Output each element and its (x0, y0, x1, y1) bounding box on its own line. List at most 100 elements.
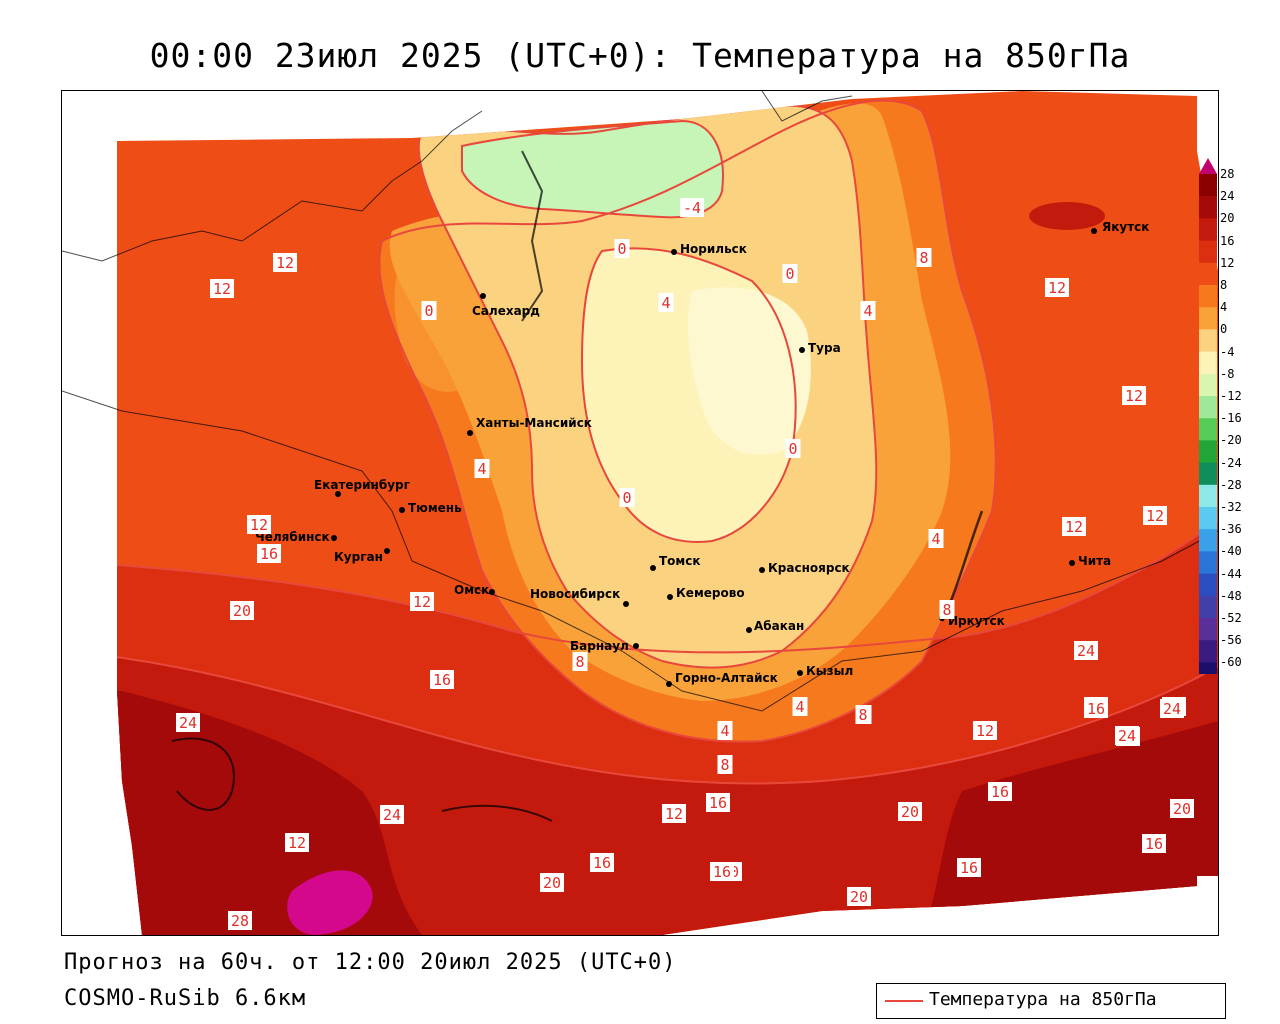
isotherm-label: 20 (1173, 800, 1191, 818)
isotherm-label: 12 (1065, 518, 1083, 536)
isotherm-label-box (210, 279, 234, 298)
colorbar-swatch (1199, 462, 1217, 486)
city-label: Тюмень (408, 501, 462, 515)
city-chita: Чита (1069, 554, 1111, 568)
isotherm-8 (378, 99, 997, 743)
isotherm-label: 4 (795, 698, 804, 716)
colorbar-swatch (1199, 196, 1217, 219)
isotherm-label-box (176, 713, 200, 732)
isotherm-label: 16 (713, 863, 731, 881)
isotherm-label-box (957, 858, 981, 877)
city-label: Курган (334, 550, 383, 564)
colorbar-tick-label: -20 (1220, 433, 1242, 448)
coastline-aral (171, 737, 235, 811)
colorbar-swatch (1199, 573, 1217, 597)
city-yakutsk: Якутск (1091, 220, 1149, 234)
colorbar-swatch (1199, 440, 1217, 464)
isotherm-label-box (1170, 799, 1194, 818)
isotherm-label-box (1122, 386, 1146, 405)
colorbar-tick-label: -60 (1220, 655, 1242, 670)
city-label: Красноярск (768, 561, 850, 575)
isotherm-label-box (792, 697, 808, 716)
isotherm-0 (580, 247, 797, 543)
isotherm-label: 20 (850, 888, 868, 906)
isotherm-label-box (860, 301, 876, 320)
city-krasnoyarsk: Красноярск (759, 561, 850, 575)
colorbar (1199, 158, 1217, 674)
isotherm-label-box (973, 721, 997, 740)
isotherm-label-box (1062, 517, 1086, 536)
map-panel: Якутск Норильск Салехард Тура Ханты-Манс… (61, 90, 1219, 936)
city-label: Тура (808, 341, 841, 355)
isotherm-label: 12 (276, 254, 294, 272)
isotherm-label-box (230, 601, 254, 620)
isotherm-label-box (1045, 278, 1069, 297)
isotherm-label-box (658, 293, 674, 312)
colorbar-tick-label: 8 (1220, 278, 1228, 292)
isotherm-16 (117, 520, 1218, 654)
isotherm-label: 24 (179, 714, 197, 732)
colorbar-tick-label: 28 (1220, 167, 1235, 181)
colorbar-tick-label: 12 (1220, 255, 1235, 270)
colorbar-tick-label: -48 (1220, 588, 1242, 603)
isotherm-label-box (421, 301, 437, 320)
city-tyumen: Тюмень (399, 501, 462, 515)
city-label: Салехард (472, 304, 540, 318)
isotherm-label-box (916, 248, 932, 267)
isotherm-label-box (1084, 699, 1108, 718)
isotherm-label: 8 (575, 653, 584, 671)
colorbar-tick-label: -40 (1220, 544, 1242, 559)
city-label: Якутск (1102, 220, 1149, 234)
colorbar-swatch (1199, 218, 1217, 242)
isotherm-label: 24 (1077, 642, 1095, 660)
isotherm-label: 12 (1125, 387, 1143, 405)
isotherm-label-box (228, 911, 252, 930)
isotherm-label: 16 (260, 545, 278, 563)
colorbar-tick-label: -44 (1220, 566, 1242, 581)
colorbar-swatch (1199, 329, 1217, 353)
colorbar-tick-label: -52 (1220, 611, 1242, 625)
colorbar-swatch (1199, 418, 1217, 441)
city-label: Горно-Алтайск (675, 671, 778, 685)
isotherm-label: 16 (1145, 835, 1163, 853)
forecast-info: Прогноз на 60ч. от 12:00 20июл 2025 (UTC… (64, 950, 677, 975)
coastline-balkhash (441, 804, 553, 822)
isotherm-label: 16 (593, 854, 611, 872)
isotherm-label: 0 (424, 302, 433, 320)
field-khanty-zone (394, 259, 484, 392)
isotherm-label: 24 (383, 806, 401, 824)
isotherm-label-box (898, 802, 922, 821)
map-title: 00:00 23июл 2025 (UTC+0): Температура на… (149, 36, 1131, 75)
city-khanty-mansiysk: Ханты-Мансийск (467, 416, 592, 436)
isotherm-label-box (430, 670, 454, 689)
isotherm-label: 20 (233, 602, 251, 620)
city-label: Екатеринбург (314, 478, 410, 492)
colorbar-tick-label: -56 (1220, 633, 1242, 648)
colorbar-tick-label: -36 (1220, 522, 1242, 537)
colorbar-tick-label: -16 (1220, 411, 1242, 426)
isotherm-label: 16 (433, 671, 451, 689)
isotherm-label-box (247, 515, 271, 534)
isotherm-label-box (1115, 726, 1139, 745)
isotherm-label: 16 (991, 783, 1009, 801)
isotherm-label-box (590, 853, 614, 872)
isotherm-label: 8 (919, 249, 928, 267)
isotherm-label-box (939, 600, 955, 619)
colorbar-swatch (1199, 285, 1217, 308)
colorbar-top-arrow (1199, 158, 1217, 174)
city-label: Чита (1078, 554, 1111, 568)
isotherm-label-box (1143, 506, 1167, 525)
colorbar-swatch (1199, 640, 1217, 663)
city-novosibirsk: Новосибирск (530, 587, 629, 607)
field-tura-cool (687, 287, 811, 455)
colorbar-swatch (1199, 396, 1217, 419)
colorbar-tick-label: 20 (1220, 211, 1235, 226)
coastline-north (62, 110, 483, 262)
city-abakan: Абакан (746, 619, 804, 633)
colorbar-swatch (1199, 551, 1217, 575)
isotherm-label: 4 (477, 460, 486, 478)
colorbar-swatch (1199, 662, 1217, 674)
isotherm-label-box (273, 253, 297, 272)
isotherm-label-box (380, 805, 404, 824)
colorbar-swatch (1199, 507, 1217, 530)
